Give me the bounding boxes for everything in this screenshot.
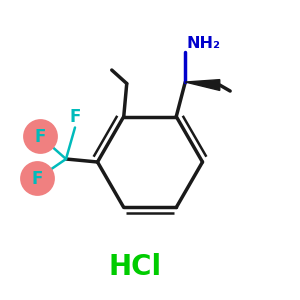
Text: HCl: HCl xyxy=(108,253,162,281)
Text: F: F xyxy=(69,108,81,126)
Text: F: F xyxy=(32,169,43,188)
Circle shape xyxy=(23,119,58,154)
Circle shape xyxy=(20,161,55,196)
Text: F: F xyxy=(35,128,46,146)
Polygon shape xyxy=(185,80,220,90)
Text: NH₂: NH₂ xyxy=(187,35,221,50)
